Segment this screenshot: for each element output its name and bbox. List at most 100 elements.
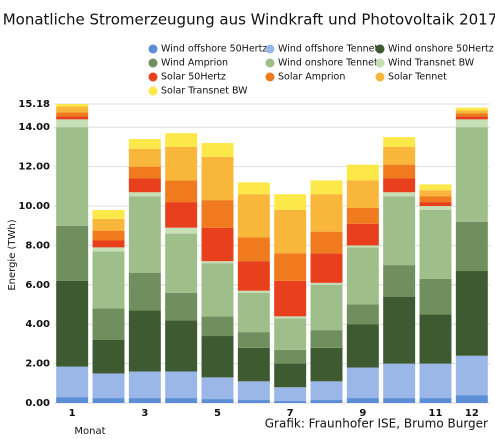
- bar-segment: [383, 137, 416, 147]
- legend-marker: [148, 44, 158, 54]
- bar-segment: [346, 245, 379, 248]
- bar-segment: [346, 180, 379, 208]
- bar-segment: [383, 192, 416, 197]
- bar-segment: [274, 401, 307, 403]
- bar-segment: [56, 116, 89, 120]
- bar-segment: [56, 225, 89, 281]
- y-tick-label: 10.00: [18, 201, 50, 212]
- bar-segment: [455, 355, 488, 396]
- x-tick-label: 1: [69, 408, 76, 419]
- bar-segment: [201, 227, 234, 262]
- bar-segment: [92, 398, 125, 403]
- legend-marker: [375, 72, 385, 82]
- bar-segment: [274, 387, 307, 402]
- bar-segment: [346, 304, 379, 325]
- bar-segment: [274, 349, 307, 364]
- legend-marker: [375, 58, 385, 68]
- bar-segment: [310, 282, 343, 285]
- bar-segment: [274, 253, 307, 281]
- bar-segment: [274, 194, 307, 210]
- legend-marker: [265, 58, 275, 68]
- bar-segment: [92, 251, 125, 309]
- bar-segment: [165, 227, 198, 234]
- bar-segment: [455, 271, 488, 356]
- bar-segment: [383, 265, 416, 297]
- bar-segment: [419, 363, 452, 399]
- bar-segment: [165, 398, 198, 403]
- legend-label: Wind onshore Tennet: [278, 58, 378, 69]
- bar-segment: [56, 104, 89, 107]
- bar-segment: [56, 119, 89, 128]
- bar-segment: [346, 208, 379, 224]
- bar-segment: [419, 184, 452, 191]
- legend-label: Wind Transnet BW: [388, 58, 475, 69]
- legend-marker: [375, 44, 385, 54]
- bar-segment: [274, 209, 307, 254]
- bar-segment: [455, 221, 488, 272]
- x-axis-label: Monat: [74, 426, 105, 437]
- bar-segment: [419, 209, 452, 279]
- bar-segment: [455, 127, 488, 222]
- y-tick-label: 6.00: [25, 280, 50, 291]
- bar-segment: [56, 127, 89, 226]
- bar-segment: [201, 156, 234, 201]
- bar-segment: [310, 381, 343, 401]
- bar-segment: [419, 190, 452, 197]
- bar-segment: [383, 164, 416, 179]
- bar-segment: [419, 278, 452, 315]
- bar-segment: [56, 366, 89, 398]
- y-tick-label: 8.00: [25, 240, 50, 251]
- bar-segment: [346, 223, 379, 246]
- bar-segment: [237, 194, 270, 238]
- legend-marker: [148, 58, 158, 68]
- bar-segment: [346, 247, 379, 305]
- bar-segment: [383, 146, 416, 165]
- bar-segment: [128, 371, 161, 399]
- bar-segment: [165, 233, 198, 293]
- bar-segment: [419, 206, 452, 210]
- bar-segment: [237, 290, 270, 293]
- bar-segment: [201, 316, 234, 337]
- x-tick-label: 5: [214, 408, 221, 419]
- x-tick-label: 11: [429, 408, 443, 419]
- bar-segment: [310, 180, 343, 195]
- bar-segment: [274, 280, 307, 317]
- bar-segment: [310, 330, 343, 348]
- bar-segment: [310, 400, 343, 403]
- y-tick-label: 2.00: [25, 359, 50, 370]
- bar-segment: [165, 292, 198, 321]
- y-tick-label: 0.00: [25, 398, 50, 409]
- legend-marker: [265, 44, 275, 54]
- bar-segment: [92, 218, 125, 231]
- bar-segment: [237, 347, 270, 382]
- bar-segment: [201, 143, 234, 157]
- legend-label: Wind offshore 50Hertz: [161, 44, 267, 55]
- bar-segment: [346, 398, 379, 403]
- bar-segment: [201, 399, 234, 403]
- bar-segment: [165, 320, 198, 372]
- bar-segment: [419, 196, 452, 203]
- bar-segment: [455, 107, 488, 111]
- bar-segment: [128, 178, 161, 193]
- bar-segment: [383, 178, 416, 193]
- legend-marker: [148, 86, 158, 96]
- bar-segment: [237, 261, 270, 291]
- legend-label: Wind offshore Tennet: [278, 44, 379, 55]
- bar-segment: [237, 292, 270, 333]
- bar-segment: [383, 196, 416, 266]
- bar-segment: [383, 296, 416, 364]
- bar-segment: [128, 192, 161, 197]
- bar-segment: [92, 230, 125, 241]
- annotation: Grafik: Fraunhofer ISE, Brumo Burger: [265, 417, 488, 431]
- bar-segment: [419, 398, 452, 403]
- x-tick-label: 7: [287, 408, 294, 419]
- bar-segment: [165, 371, 198, 399]
- bar-segment: [419, 314, 452, 364]
- bar-segment: [92, 308, 125, 340]
- bar-segment: [201, 336, 234, 378]
- y-tick-label: 14.00: [18, 122, 50, 133]
- legend-label: Solar Transnet BW: [161, 86, 248, 97]
- bar-segment: [310, 194, 343, 232]
- bar-segment: [92, 240, 125, 248]
